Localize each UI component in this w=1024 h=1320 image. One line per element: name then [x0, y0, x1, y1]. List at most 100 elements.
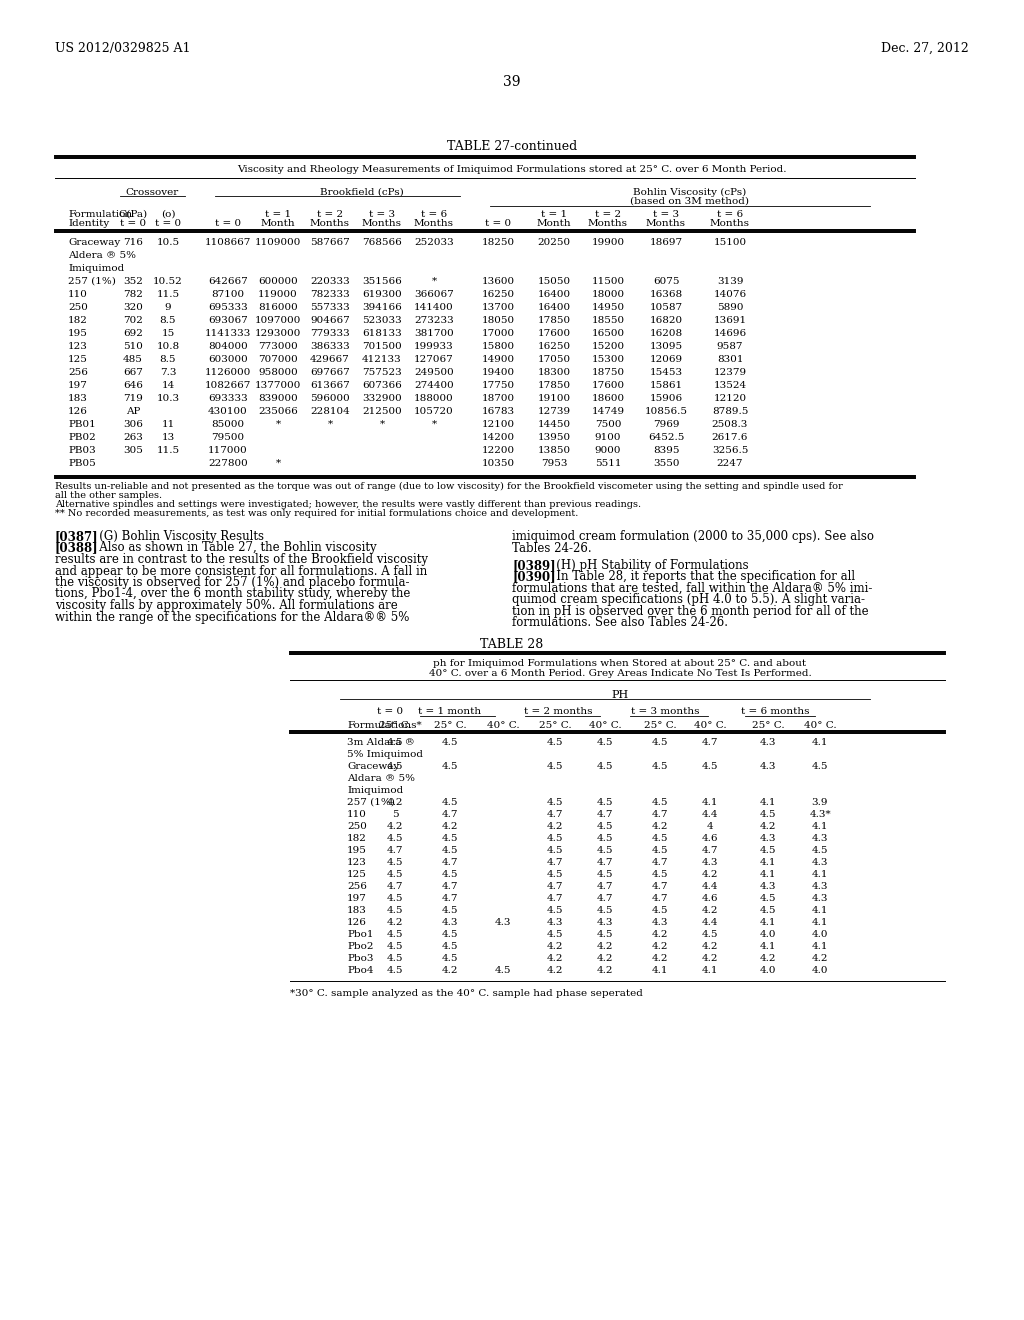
Text: 4.5: 4.5 [760, 894, 776, 903]
Text: 141400: 141400 [414, 304, 454, 312]
Text: 197: 197 [68, 381, 88, 389]
Text: 14749: 14749 [592, 407, 625, 416]
Text: 4.5: 4.5 [547, 846, 563, 855]
Text: 4.1: 4.1 [760, 797, 776, 807]
Text: 779333: 779333 [310, 329, 350, 338]
Text: t = 2: t = 2 [595, 210, 622, 219]
Text: Months: Months [588, 219, 628, 228]
Text: 25° C.: 25° C. [644, 721, 676, 730]
Text: 15300: 15300 [592, 355, 625, 364]
Text: 17050: 17050 [538, 355, 570, 364]
Text: 4.2: 4.2 [651, 929, 669, 939]
Text: 10587: 10587 [649, 304, 683, 312]
Text: 4.3: 4.3 [812, 858, 828, 867]
Text: PB01: PB01 [68, 420, 96, 429]
Text: 250: 250 [68, 304, 88, 312]
Text: 320: 320 [123, 304, 143, 312]
Text: 14950: 14950 [592, 304, 625, 312]
Text: 183: 183 [347, 906, 367, 915]
Text: 8301: 8301 [717, 355, 743, 364]
Text: tion in pH is observed over the 6 month period for all of the: tion in pH is observed over the 6 month … [512, 605, 868, 618]
Text: Months: Months [710, 219, 750, 228]
Text: 4.7: 4.7 [651, 858, 669, 867]
Text: 4.4: 4.4 [701, 917, 718, 927]
Text: 4.0: 4.0 [812, 929, 828, 939]
Text: 4.2: 4.2 [547, 941, 563, 950]
Text: 4.5: 4.5 [387, 738, 403, 747]
Text: 692: 692 [123, 329, 143, 338]
Text: 228104: 228104 [310, 407, 350, 416]
Text: 235066: 235066 [258, 407, 298, 416]
Text: 4.5: 4.5 [547, 929, 563, 939]
Text: 1097000: 1097000 [255, 315, 301, 325]
Text: formulations that are tested, fall within the Aldara® 5% imi-: formulations that are tested, fall withi… [512, 582, 872, 595]
Text: 4.5: 4.5 [387, 858, 403, 867]
Text: 18250: 18250 [481, 238, 515, 247]
Text: 4.2: 4.2 [651, 954, 669, 962]
Text: PB03: PB03 [68, 446, 96, 455]
Text: 17600: 17600 [538, 329, 570, 338]
Text: Pbo3: Pbo3 [347, 954, 374, 962]
Text: 15453: 15453 [649, 368, 683, 378]
Text: 16500: 16500 [592, 329, 625, 338]
Text: 4.7: 4.7 [547, 894, 563, 903]
Text: 10350: 10350 [481, 459, 515, 469]
Text: 4.5: 4.5 [441, 738, 459, 747]
Text: 4.5: 4.5 [701, 762, 718, 771]
Text: 1108667: 1108667 [205, 238, 251, 247]
Text: 125: 125 [68, 355, 88, 364]
Text: 4.4: 4.4 [701, 809, 718, 818]
Text: 3m Aldara ®: 3m Aldara ® [347, 738, 415, 747]
Text: 4.2: 4.2 [651, 822, 669, 830]
Text: 600000: 600000 [258, 277, 298, 286]
Text: 9100: 9100 [595, 433, 622, 442]
Text: 110: 110 [68, 290, 88, 300]
Text: 13950: 13950 [538, 433, 570, 442]
Text: Brookfield (cPs): Brookfield (cPs) [321, 187, 403, 197]
Text: 4.3: 4.3 [597, 917, 613, 927]
Text: 4.5: 4.5 [441, 941, 459, 950]
Text: results are in contrast to the results of the Brookfield viscosity: results are in contrast to the results o… [55, 553, 428, 566]
Text: 40° C.: 40° C. [589, 721, 622, 730]
Text: 4.3: 4.3 [812, 834, 828, 842]
Text: t = 0: t = 0 [120, 219, 146, 228]
Text: quimod cream specifications (pH 4.0 to 5.5). A slight varia-: quimod cream specifications (pH 4.0 to 5… [512, 593, 865, 606]
Text: 4.5: 4.5 [387, 894, 403, 903]
Text: 13524: 13524 [714, 381, 746, 389]
Text: 4.7: 4.7 [651, 882, 669, 891]
Text: *30° C. sample analyzed as the 40° C. sample had phase seperated: *30° C. sample analyzed as the 40° C. sa… [290, 989, 643, 998]
Text: 16783: 16783 [481, 407, 515, 416]
Text: 7.3: 7.3 [160, 368, 176, 378]
Text: 2247: 2247 [717, 459, 743, 469]
Text: [0389]: [0389] [512, 558, 556, 572]
Text: 4.5: 4.5 [387, 941, 403, 950]
Text: 5% Imiquimod: 5% Imiquimod [347, 750, 423, 759]
Text: *: * [275, 459, 281, 469]
Text: (H) pH Stability of Formulations: (H) pH Stability of Formulations [545, 558, 749, 572]
Text: 386333: 386333 [310, 342, 350, 351]
Text: t = 6 months: t = 6 months [740, 706, 809, 715]
Text: 10.8: 10.8 [157, 342, 179, 351]
Text: 1377000: 1377000 [255, 381, 301, 389]
Text: 4.2: 4.2 [547, 822, 563, 830]
Text: PH: PH [611, 690, 629, 700]
Text: 40° C.: 40° C. [486, 721, 519, 730]
Text: 19100: 19100 [538, 393, 570, 403]
Text: 4.2: 4.2 [701, 870, 718, 879]
Text: 4.1: 4.1 [812, 870, 828, 879]
Text: Months: Months [646, 219, 686, 228]
Text: the viscosity is observed for 257 (1%) and placebo formula-: the viscosity is observed for 257 (1%) a… [55, 576, 410, 589]
Text: 16250: 16250 [481, 290, 515, 300]
Text: 7969: 7969 [652, 420, 679, 429]
Text: 4.5: 4.5 [597, 762, 613, 771]
Text: Imiquimod: Imiquimod [68, 264, 124, 273]
Text: 4.2: 4.2 [441, 822, 459, 830]
Text: imiquimod cream formulation (2000 to 35,000 cps). See also: imiquimod cream formulation (2000 to 35,… [512, 531, 874, 543]
Text: 40° C. over a 6 Month Period. Grey Areas Indicate No Test Is Performed.: 40° C. over a 6 Month Period. Grey Areas… [429, 669, 811, 677]
Text: [0388]: [0388] [55, 541, 98, 554]
Text: 8789.5: 8789.5 [712, 407, 749, 416]
Text: US 2012/0329825 A1: US 2012/0329825 A1 [55, 42, 190, 55]
Text: 352: 352 [123, 277, 143, 286]
Text: 332900: 332900 [362, 393, 401, 403]
Text: 127067: 127067 [414, 355, 454, 364]
